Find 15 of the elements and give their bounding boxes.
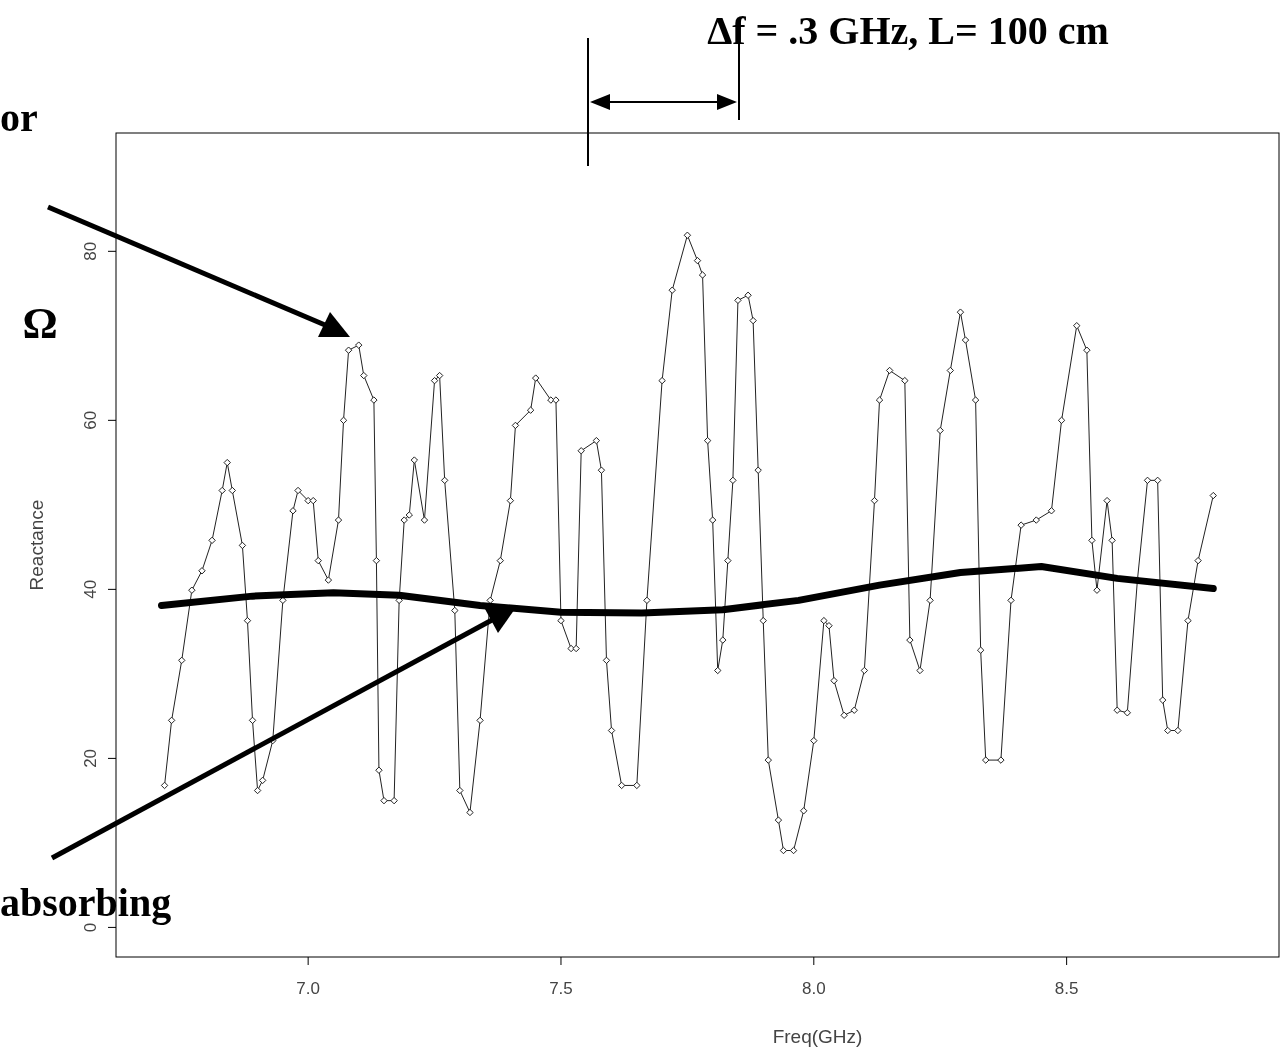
annotation: absorbing [0, 880, 172, 925]
y-tick-label: 20 [81, 748, 100, 768]
chart-title: Δf = .3 GHz, L= 100 cm [707, 8, 1109, 53]
x-tick-label: 8.0 [801, 979, 826, 998]
text: or [0, 95, 38, 140]
x-axis-title: Freq(GHz) [772, 1026, 863, 1047]
y-tick-label: 0 [81, 922, 100, 933]
y-axis-title: Reactance [26, 499, 47, 591]
x-tick-label: 7.0 [296, 979, 320, 998]
y-tick-label: 40 [81, 579, 100, 599]
x-tick-label: 8.5 [1054, 979, 1079, 998]
text: Ω [22, 299, 58, 348]
y-tick-label: 80 [81, 241, 100, 261]
y-tick-label: 60 [81, 410, 100, 430]
x-tick-label: 7.5 [549, 979, 573, 998]
